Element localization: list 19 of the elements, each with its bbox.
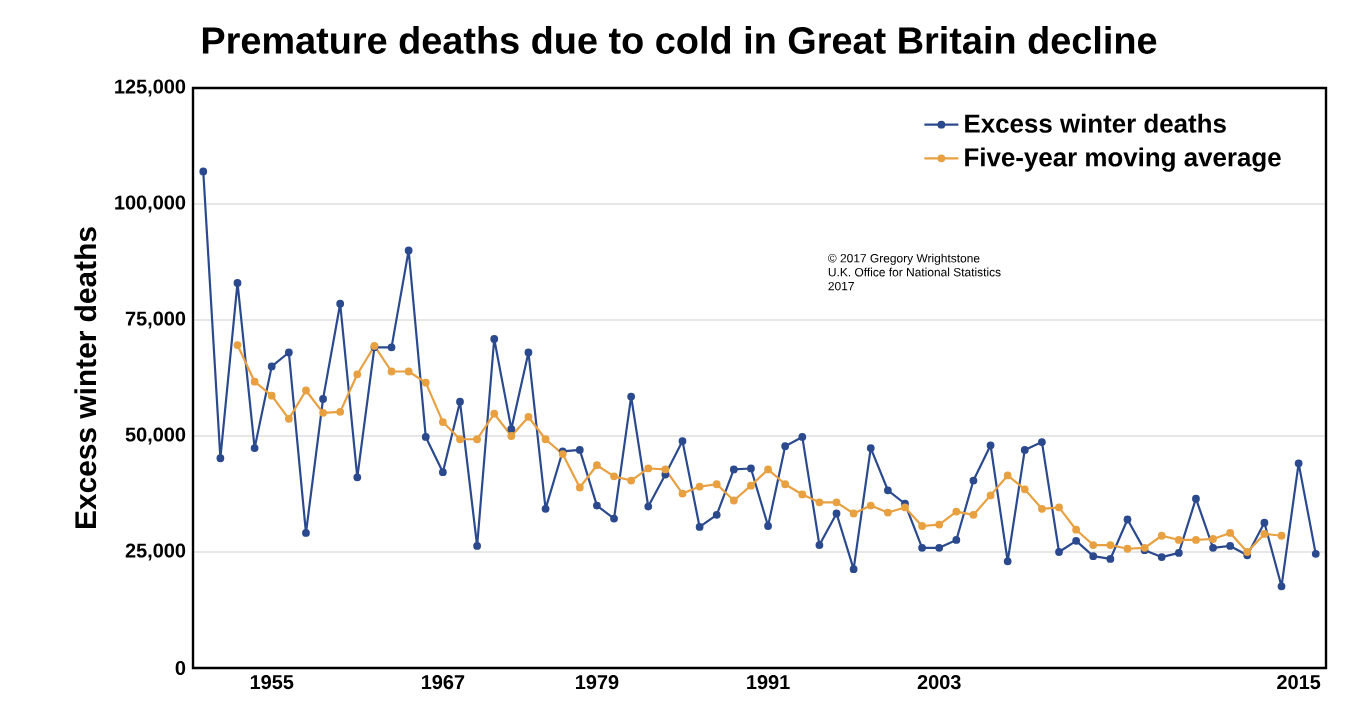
x-tick-label: 1967 bbox=[421, 675, 465, 690]
annotation: U.K. Office for National Statistics bbox=[828, 267, 1001, 277]
chart-title: Premature deaths due to cold in Great Britain decline bbox=[202, 26, 1157, 54]
annotation: 2017 bbox=[828, 281, 854, 291]
y-tick-label: 100,000 bbox=[115, 195, 186, 213]
y-tick-label: 75,000 bbox=[125, 311, 186, 329]
y-tick-label: 125,000 bbox=[115, 79, 186, 97]
y-tick-label: 25,000 bbox=[125, 543, 186, 561]
x-tick-label: 1955 bbox=[250, 675, 294, 690]
x-tick-label: 1979 bbox=[576, 675, 619, 690]
x-tick-label: 1991 bbox=[747, 675, 790, 690]
y-tick-label: 50,000 bbox=[125, 427, 186, 445]
x-tick-label: 2003 bbox=[917, 675, 961, 690]
y-tick-label: 0 bbox=[175, 660, 186, 676]
legend-label: Five-year moving average bbox=[965, 147, 1281, 172]
annotation: © 2017 Gregory Wrightstone bbox=[828, 253, 980, 265]
x-tick-label: 2015 bbox=[1277, 675, 1321, 690]
y-axis-title: Excess winter deaths bbox=[74, 227, 97, 528]
legend-label: Excess winter deaths bbox=[965, 113, 1226, 133]
